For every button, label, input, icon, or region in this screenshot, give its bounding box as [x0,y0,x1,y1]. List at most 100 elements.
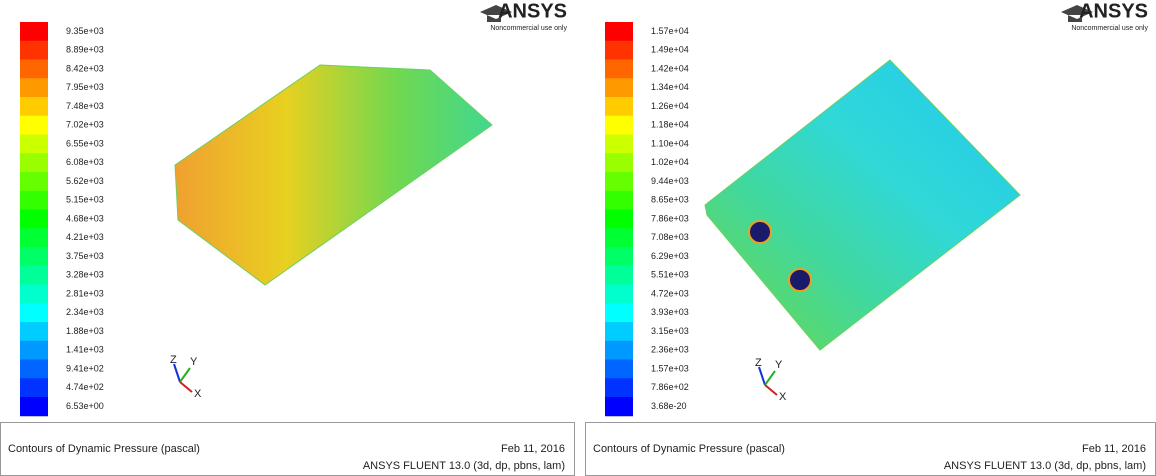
color-swatch [605,285,633,304]
legend-label: 5.15e+03 [66,195,104,205]
figure: 9.35e+03 8.89e+03 8.42e+03 7.95e+03 7.48e+03… [0,0,1156,476]
legend-label: 6.29e+03 [651,251,689,261]
legend-label: 1.49e+04 [651,45,689,55]
color-swatch [20,360,48,379]
footer-version: ANSYS FLUENT 13.0 (3d, dp, pbns, lam) [363,460,565,472]
color-swatch [20,172,48,191]
color-swatch [20,228,48,247]
color-swatch [605,116,633,135]
axis-label: Y [775,359,783,371]
color-swatch [605,210,633,229]
color-swatch [20,285,48,304]
surface [175,65,492,285]
axis-z [759,367,765,385]
axis-x [765,385,777,395]
legend-label: 7.08e+03 [651,232,689,242]
legend-label: 2.34e+03 [66,307,104,317]
color-swatch [20,153,48,172]
axis-y [180,368,190,382]
panel: 9.35e+03 8.89e+03 8.42e+03 7.95e+03 7.48e+03… [1,0,575,475]
color-swatch [20,247,48,266]
footer-version: ANSYS FLUENT 13.0 (3d, dp, pbns, lam) [944,460,1146,472]
panel: 1.57e+04 1.49e+04 1.42e+04 1.34e+04 1.26e+04… [586,0,1156,475]
color-swatch [20,22,48,41]
legend-label: 8.89e+03 [66,45,104,55]
legend-label: 1.18e+04 [651,120,689,130]
footer-date: Feb 11, 2016 [1082,443,1146,455]
axis-label: X [194,388,202,400]
axis-label: Y [190,356,198,368]
axis-label: Z [170,354,177,366]
color-swatch [605,247,633,266]
legend-label: 9.35e+03 [66,26,104,36]
legend-label: 7.86e+02 [651,382,689,392]
color-swatch [605,41,633,60]
legend-label: 7.95e+03 [66,82,104,92]
legend-label: 1.02e+04 [651,157,689,167]
color-swatch [605,266,633,285]
color-swatch [605,153,633,172]
color-swatch [20,266,48,285]
color-swatch [605,172,633,191]
color-swatch [20,97,48,116]
legend-label: 6.53e+00 [66,401,104,411]
color-swatch [605,60,633,79]
color-swatch [605,228,633,247]
legend-label: 6.55e+03 [66,138,104,148]
legend-label: 3.93e+03 [651,307,689,317]
color-swatch [605,360,633,379]
color-swatch [605,397,633,416]
vortex [749,221,771,243]
color-swatch [20,322,48,341]
color-swatch [20,191,48,210]
axis-label: X [779,391,787,403]
color-swatch [605,378,633,397]
legend-label: 9.44e+03 [651,176,689,186]
legend-label: 3.28e+03 [66,270,104,280]
color-swatch [20,41,48,60]
legend-label: 6.08e+03 [66,157,104,167]
vortex [789,269,811,291]
color-swatch [20,397,48,416]
legend-label: 1.10e+04 [651,138,689,148]
legend-label: 1.42e+04 [651,63,689,73]
color-swatch [605,97,633,116]
color-swatch [20,341,48,360]
color-swatch [20,60,48,79]
legend-label: 3.75e+03 [66,251,104,261]
legend-label: 1.26e+04 [651,101,689,111]
legend-label: 2.81e+03 [66,288,104,298]
legend-label: 8.65e+03 [651,195,689,205]
legend-label: 8.42e+03 [66,63,104,73]
legend-label: 2.36e+03 [651,345,689,355]
footer-date: Feb 11, 2016 [501,443,565,455]
legend-label: 1.57e+04 [651,26,689,36]
color-swatch [605,322,633,341]
legend-label: 3.68e-20 [651,401,687,411]
surface [705,60,1020,350]
color-swatch [605,135,633,154]
page: 9.35e+03 8.89e+03 8.42e+03 7.95e+03 7.48e+03… [0,0,1156,476]
axis-label: Z [755,357,762,369]
legend-label: 3.15e+03 [651,326,689,336]
logo-note: Noncommercial use only [1071,25,1148,32]
axis-y [765,371,775,385]
color-swatch [20,78,48,97]
footer-title: Contours of Dynamic Pressure (pascal) [593,443,785,455]
color-swatch [605,341,633,360]
legend-label: 7.48e+03 [66,101,104,111]
legend-label: 7.86e+03 [651,213,689,223]
legend-label: 1.57e+03 [651,363,689,373]
color-swatch [20,210,48,229]
logo-note: Noncommercial use only [490,25,567,32]
legend-label: 1.34e+04 [651,82,689,92]
legend-label: 4.21e+03 [66,232,104,242]
color-swatch [605,303,633,322]
footer-title: Contours of Dynamic Pressure (pascal) [8,443,200,455]
legend-label: 7.02e+03 [66,120,104,130]
axis-x [180,382,192,392]
legend-label: 4.68e+03 [66,213,104,223]
legend-label: 4.74e+02 [66,382,104,392]
color-swatch [20,116,48,135]
legend-label: 5.51e+03 [651,270,689,280]
